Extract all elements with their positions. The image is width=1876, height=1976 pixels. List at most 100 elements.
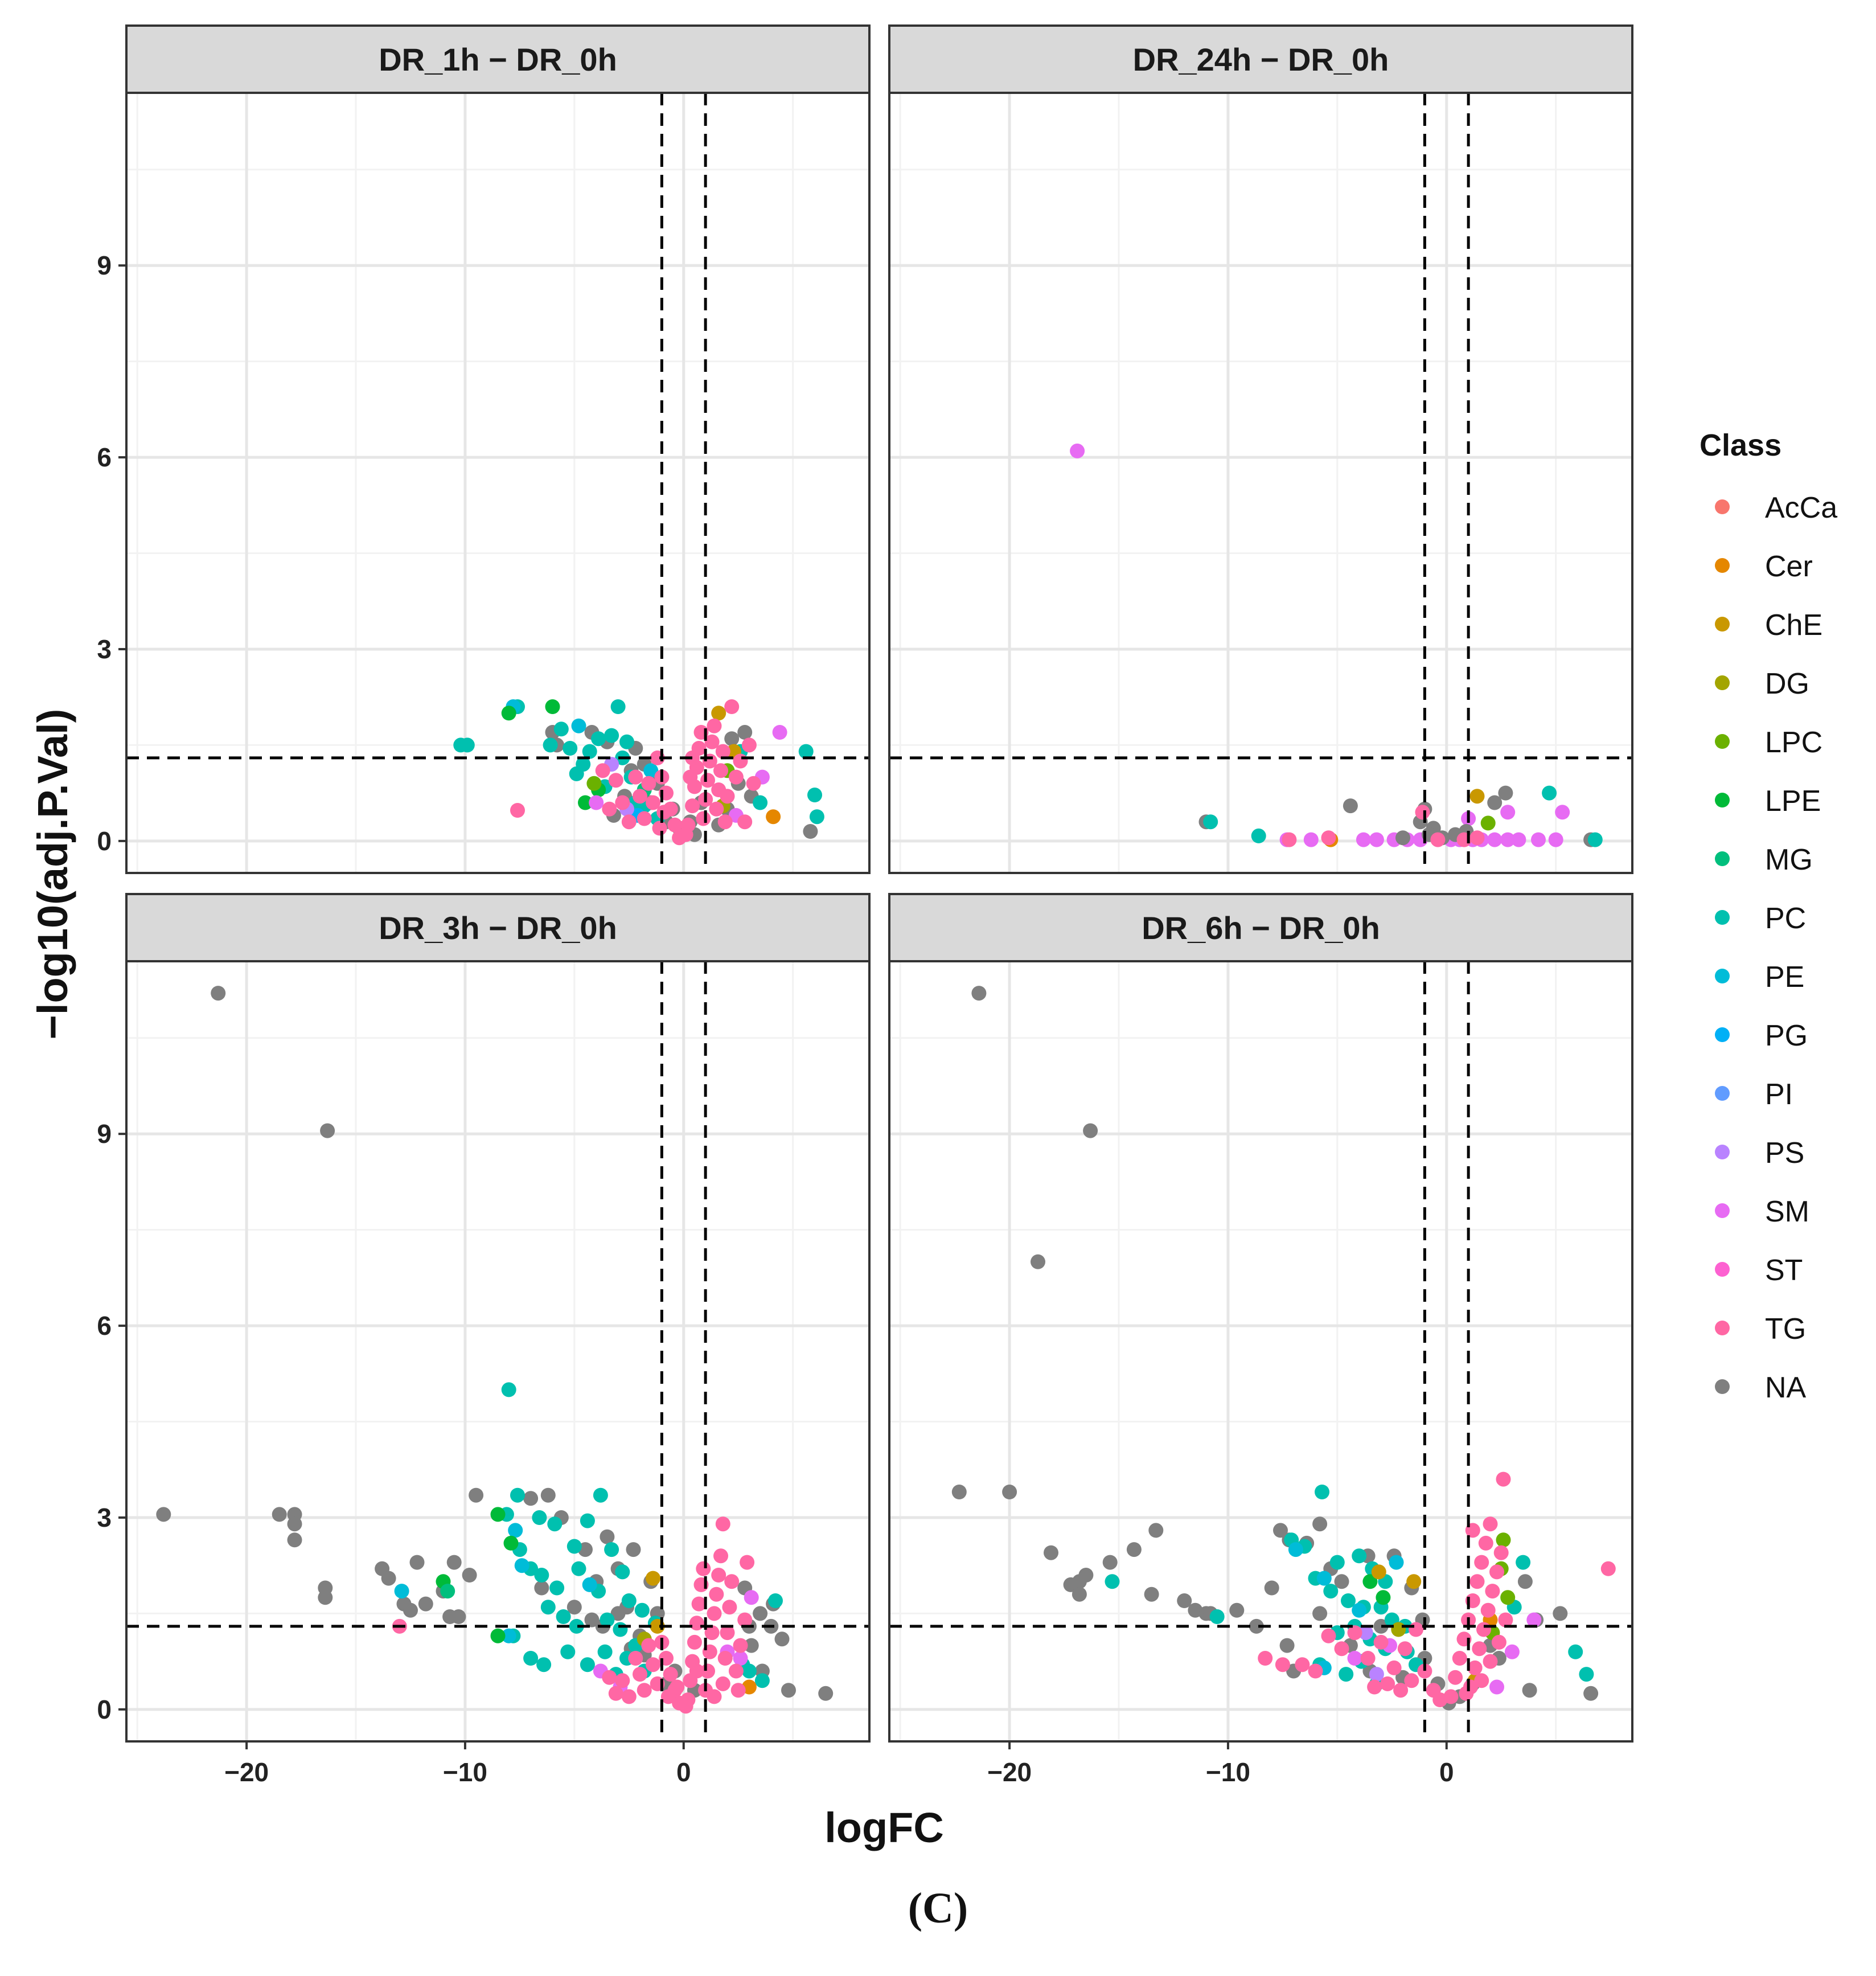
data-point (580, 1657, 595, 1672)
legend-label: PS (1765, 1137, 1804, 1170)
data-point (1369, 832, 1384, 847)
y-tick-label: 3 (97, 634, 112, 664)
data-point (547, 1516, 563, 1532)
data-point (394, 1584, 409, 1599)
data-point (715, 1516, 730, 1532)
data-point (689, 1663, 704, 1679)
data-point (619, 734, 634, 749)
data-point (1249, 1618, 1264, 1634)
data-point (1443, 1689, 1459, 1704)
y-tick-label: 9 (97, 251, 112, 280)
data-point (641, 776, 656, 791)
data-point (1469, 789, 1485, 804)
data-point (1376, 1590, 1391, 1605)
data-point (646, 1657, 660, 1672)
panel-border (125, 960, 871, 1743)
data-point (621, 1689, 637, 1704)
data-point (1504, 1644, 1520, 1659)
data-point (1063, 1577, 1078, 1592)
legend-label: PC (1765, 902, 1806, 935)
data-point (733, 753, 748, 769)
data-point (545, 699, 560, 714)
data-point (1367, 1679, 1382, 1695)
legend-swatch (1715, 793, 1730, 807)
data-point (615, 795, 630, 810)
data-point (1404, 1673, 1419, 1688)
data-point (1258, 1651, 1273, 1666)
facet-panel: DR_24h − DR_0h (888, 24, 1633, 874)
data-point (667, 817, 683, 833)
data-point (501, 1382, 516, 1397)
data-point (287, 1516, 302, 1532)
data-point (641, 1638, 656, 1653)
data-point (1522, 1683, 1537, 1698)
data-point (1323, 1584, 1339, 1599)
panel-border (125, 92, 871, 874)
data-point (1474, 1673, 1489, 1688)
y-tick-label: 6 (97, 442, 112, 472)
data-point (1406, 1574, 1422, 1589)
legend-label: NA (1765, 1371, 1807, 1404)
data-point (722, 1600, 737, 1615)
data-point (1334, 1641, 1349, 1657)
data-point (1358, 1625, 1373, 1641)
data-point (540, 1487, 556, 1503)
data-point (1389, 1555, 1404, 1570)
data-point (615, 1673, 630, 1688)
data-point (643, 763, 659, 778)
data-point (1511, 832, 1526, 847)
data-point (569, 1618, 584, 1634)
data-point (1409, 1622, 1423, 1637)
data-point (656, 805, 672, 820)
data-point (715, 744, 730, 759)
facet-panel: DR_1h − DR_0h (125, 24, 871, 874)
data-point (534, 1580, 549, 1596)
data-point (689, 1616, 704, 1631)
data-point (1362, 1574, 1378, 1589)
data-point (744, 1590, 759, 1605)
legend-item: PG (1715, 1019, 1808, 1052)
data-point (634, 1602, 650, 1618)
data-point (1448, 1670, 1463, 1685)
data-point (1105, 1574, 1120, 1589)
data-point (670, 1679, 685, 1695)
data-point (1308, 1663, 1323, 1679)
data-point (700, 1663, 715, 1679)
data-point (1321, 1628, 1336, 1643)
y-tick-label: 6 (97, 1311, 112, 1340)
data-point (1229, 1602, 1245, 1618)
data-point (591, 731, 606, 747)
legend-label: DG (1765, 667, 1809, 700)
data-point (1072, 1586, 1087, 1602)
data-point (508, 1523, 523, 1538)
data-point (1343, 798, 1358, 814)
data-point (510, 1487, 525, 1503)
legend-swatch (1715, 1321, 1730, 1335)
data-point (1341, 1593, 1356, 1608)
data-point (1531, 832, 1546, 847)
data-point (459, 737, 475, 753)
data-point (646, 1571, 660, 1586)
legend-item: TG (1715, 1313, 1806, 1346)
data-point (451, 1609, 466, 1624)
data-point (1002, 1485, 1017, 1499)
data-points (156, 986, 834, 1714)
data-point (1371, 1564, 1386, 1580)
y-tick-label: 3 (97, 1503, 112, 1532)
data-point (615, 1564, 630, 1580)
facet-title: DR_24h − DR_0h (1133, 42, 1389, 77)
data-point (1498, 1612, 1513, 1627)
data-point (563, 741, 578, 756)
data-point (753, 1606, 768, 1621)
data-point (685, 750, 700, 765)
data-point (1102, 1555, 1118, 1570)
data-point (1553, 1606, 1568, 1621)
data-point (1493, 1545, 1509, 1560)
data-point (1452, 1651, 1467, 1666)
panel-border (888, 960, 1633, 1743)
legend-label: PG (1765, 1019, 1808, 1052)
data-point (818, 1686, 834, 1701)
legend-swatch (1715, 499, 1730, 514)
data-point (1526, 1612, 1542, 1627)
